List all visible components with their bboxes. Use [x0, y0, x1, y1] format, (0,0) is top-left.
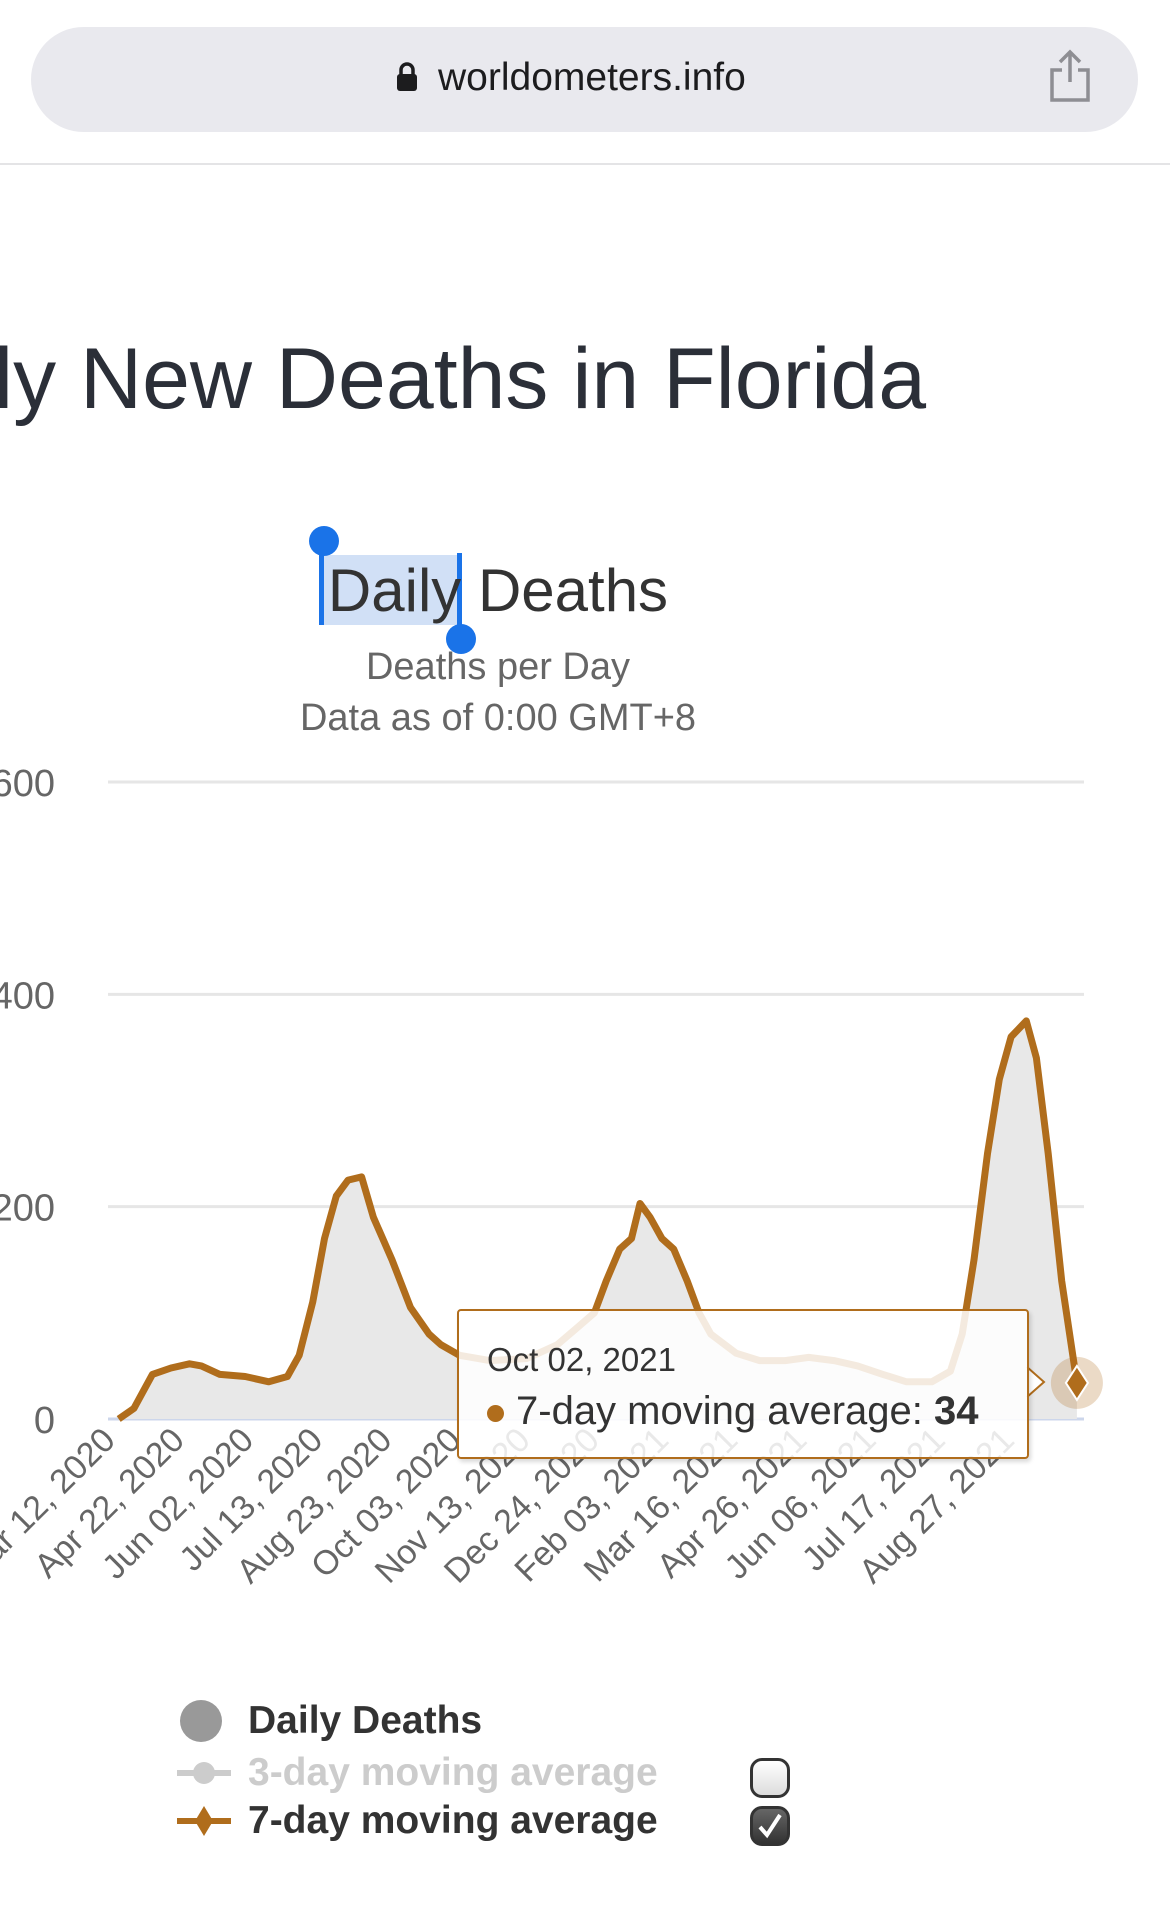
chart-title: Daily Deaths: [327, 557, 669, 624]
checkbox-3day-average[interactable]: [750, 1758, 790, 1798]
chart-data-date: Data as of 0:00 GMT+8: [299, 697, 697, 739]
chart-tooltip: Oct 02, 2021 7-day moving average: 34: [457, 1309, 1029, 1459]
legend-label: Daily Deaths: [248, 1699, 483, 1742]
y-tick-label: 400: [0, 975, 55, 1017]
tooltip-pointer: [1026, 1366, 1046, 1398]
legend-label: 7-day moving average: [248, 1799, 658, 1842]
page-title: ly New Deaths in Florida: [0, 331, 927, 427]
y-tick-label: 0: [34, 1400, 55, 1442]
tooltip-value-line: 7-day moving average: 34: [487, 1389, 979, 1434]
daily-deaths-area: [118, 1020, 1077, 1419]
y-tick-label: 600: [0, 763, 55, 805]
divider: [0, 163, 1170, 165]
chart-subtitle: Deaths per Day: [365, 646, 630, 688]
y-tick-label: 200: [0, 1188, 55, 1230]
legend-line-diamond-icon: [177, 1806, 231, 1836]
legend-line-diamond-icon: [177, 1762, 231, 1784]
tooltip-series: 7-day moving average:: [516, 1389, 935, 1433]
checkmark-icon: [758, 1813, 782, 1839]
legend-circle-icon: [180, 1700, 222, 1742]
selection-handle-end[interactable]: [457, 553, 462, 625]
legend-3day-average[interactable]: 3-day moving average: [175, 1750, 658, 1796]
hover-diamond-marker: [1064, 1364, 1090, 1402]
legend-daily-deaths[interactable]: Daily Deaths: [175, 1698, 482, 1744]
selection-knob-end[interactable]: [446, 624, 476, 654]
legend-label: 3-day moving average: [248, 1751, 658, 1794]
checkbox-7day-average[interactable]: [750, 1806, 790, 1846]
selection-knob-start[interactable]: [309, 526, 339, 556]
legend-7day-average[interactable]: 7-day moving average: [175, 1798, 658, 1844]
lock-icon: [397, 62, 417, 91]
address-bar[interactable]: [31, 27, 1138, 132]
tooltip-value: 34: [934, 1389, 979, 1433]
selection-handle-start[interactable]: [319, 553, 324, 625]
series-dot-icon: [487, 1404, 504, 1422]
share-icon[interactable]: [1048, 48, 1092, 104]
tooltip-date: Oct 02, 2021: [487, 1341, 676, 1378]
url-text[interactable]: worldometers.info: [438, 56, 746, 99]
text-selection-highlight: [322, 555, 461, 625]
